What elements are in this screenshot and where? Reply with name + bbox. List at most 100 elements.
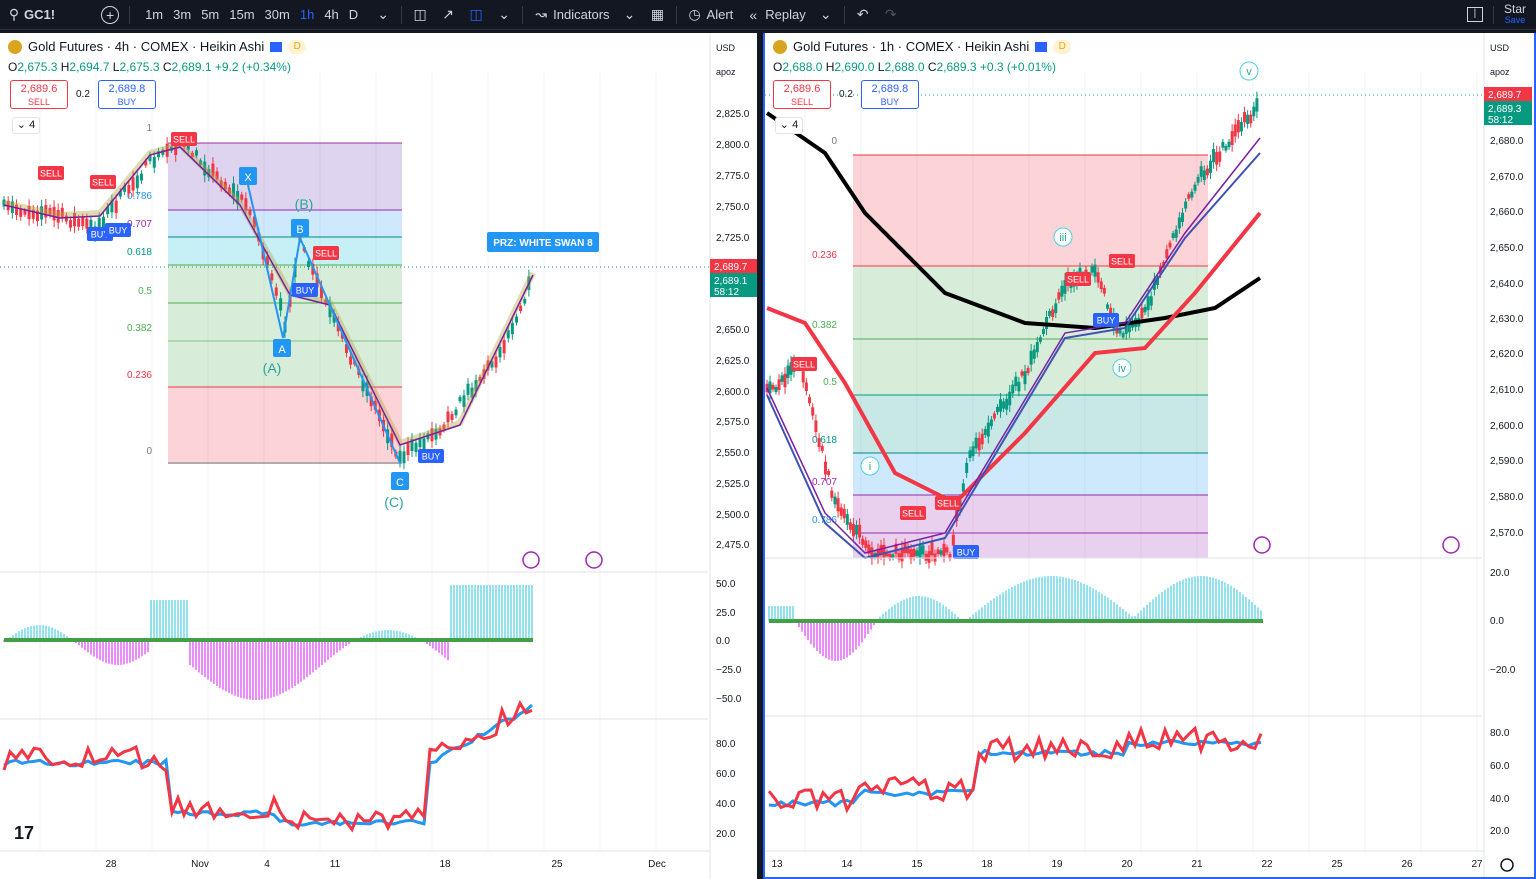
chart-canvas-right[interactable]: 00.2360.3820.50.6180.7070.786SELLSELLSEL…	[765, 33, 1534, 879]
candle-body	[1143, 306, 1147, 313]
candle-body	[506, 330, 510, 339]
candle-body	[523, 298, 527, 304]
timeframe-5m[interactable]: 5m	[201, 7, 220, 22]
candle-body	[1149, 296, 1153, 306]
sell-label: SELL	[790, 97, 814, 107]
candle-body	[864, 540, 868, 548]
line-chart-icon: ↗	[442, 6, 455, 22]
line-style-button[interactable]: ↗	[434, 0, 462, 30]
ohlc-values: O2,675.3 H2,694.7 L2,675.3 C2,689.1 +9.2…	[8, 60, 291, 74]
symbol-search[interactable]: ⚲ GC1!	[0, 0, 61, 30]
candle-body	[780, 375, 784, 382]
sell-signal-label: SELL	[1109, 254, 1135, 268]
candle-body	[986, 422, 990, 437]
candle-body	[118, 191, 122, 197]
fib-zone-band	[853, 453, 1208, 495]
candle-body	[44, 205, 48, 218]
redo-button[interactable]: ↷	[877, 0, 905, 30]
candle-body	[398, 450, 402, 462]
timeframe-15m[interactable]: 15m	[229, 7, 255, 22]
fib-zone-band	[168, 237, 402, 265]
candle-body	[1014, 376, 1018, 387]
sell-button[interactable]: 2,689.6 SELL	[10, 80, 68, 109]
candle-body	[971, 446, 975, 457]
timeframe-1m[interactable]: 1m	[145, 7, 164, 22]
save-button[interactable]: Star Save	[1498, 0, 1536, 30]
candle-body	[1099, 281, 1103, 290]
divider	[522, 5, 524, 24]
timeframe-menu-button[interactable]: ⌄	[369, 0, 397, 30]
rsi-tick: 40.0	[1490, 794, 1510, 805]
chart-pane-right[interactable]: 0 0.236 0.382 0.5 0.618 0.707 0.786 SELL SELL SEL…	[763, 33, 1536, 879]
candle-body	[135, 175, 139, 189]
chart-type-menu-button[interactable]: ⌄	[490, 0, 518, 30]
harmonic-pattern-line	[247, 184, 401, 464]
candle-body	[422, 438, 426, 450]
candle-body	[833, 496, 837, 505]
undo-button[interactable]: ↶	[849, 0, 877, 30]
flag-icon[interactable]	[1035, 41, 1048, 52]
candle-body	[1118, 328, 1122, 334]
scale-mode-label: apoz	[1490, 67, 1510, 77]
timeframe-4h[interactable]: 4h	[324, 7, 339, 22]
bar-style-button[interactable]: ◫	[406, 0, 434, 30]
oscillator-tick: −50.0	[716, 694, 742, 705]
layouts-button[interactable]: ▦	[644, 0, 672, 30]
layout-toggle-button[interactable]: |	[1461, 0, 1489, 30]
candle-body	[1252, 106, 1256, 117]
replay-menu-button[interactable]: ⌄	[812, 0, 840, 30]
candle-body	[867, 544, 871, 554]
signal-text: SELL	[937, 499, 959, 509]
indicators-collapse-button[interactable]: ⌄ 4	[775, 117, 803, 134]
indicators-collapse-button[interactable]: ⌄ 4	[12, 117, 40, 134]
candle-body	[236, 190, 240, 205]
signal-text: BUY	[1097, 316, 1116, 326]
rsi-tick: 40.0	[716, 799, 736, 810]
candle-body	[921, 545, 925, 555]
candle-body	[232, 183, 236, 198]
candle-body	[876, 548, 880, 559]
candle-body	[839, 507, 843, 516]
timeframe-1h[interactable]: 1h	[299, 7, 315, 22]
oscillator-tick: 25.0	[716, 608, 736, 619]
gold-logo-icon	[773, 39, 787, 54]
timeframe-30m[interactable]: 30m	[264, 7, 290, 22]
moving-average-line	[765, 111, 1262, 331]
signal-badge	[1109, 254, 1135, 268]
candle-body	[418, 437, 422, 448]
currency-label: USD	[1490, 43, 1510, 53]
timeframe-3m[interactable]: 3m	[173, 7, 192, 22]
candle-body	[1239, 121, 1243, 132]
chart-canvas-left[interactable]: 00.2360.3820.50.6180.7070.7861SELLSELLBU…	[0, 33, 760, 879]
candle-body	[1199, 166, 1203, 177]
heikin-ashi-button[interactable]: ◫	[462, 0, 490, 30]
candle-body	[1196, 177, 1200, 183]
candle-body	[1020, 371, 1024, 376]
candle-body	[1168, 242, 1172, 248]
chart-pane-left[interactable]: 0 0.236 0.382 0.5 0.618 0.707 0.786 1 SELL SELL BU…	[0, 33, 760, 879]
candle-body	[848, 522, 852, 530]
fib-level-label: 0.707	[127, 219, 152, 230]
oscillator-tick: 50.0	[716, 579, 736, 590]
candle-body	[955, 509, 959, 522]
timeframe-D[interactable]: D	[348, 7, 359, 22]
price-tick: 2,725.0	[716, 233, 750, 244]
candle-body	[266, 256, 269, 266]
wave-point-marker	[291, 219, 309, 237]
sell-button[interactable]: 2,689.6 SELL	[773, 80, 831, 109]
buy-button[interactable]: 2,689.8 BUY	[860, 80, 919, 109]
buy-button[interactable]: 2,689.8 BUY	[97, 80, 156, 109]
alert-button[interactable]: ◷ Alert	[681, 0, 740, 30]
candle-body	[101, 216, 105, 228]
trade-buttons: 2,689.6 SELL 0.2 2,689.8 BUY	[773, 80, 919, 109]
indicators-button[interactable]: ↝ Indicators	[527, 0, 615, 30]
compare-button[interactable]: +	[95, 0, 125, 30]
time-tick: 18	[439, 859, 451, 870]
indicators-menu-button[interactable]: ⌄	[616, 0, 644, 30]
candle-body	[808, 397, 812, 404]
indicators-icon: ↝	[535, 6, 548, 22]
flag-icon[interactable]	[270, 41, 283, 52]
candle-body	[27, 205, 31, 220]
replay-button[interactable]: « Replay	[739, 0, 811, 30]
candle-body	[836, 498, 840, 512]
